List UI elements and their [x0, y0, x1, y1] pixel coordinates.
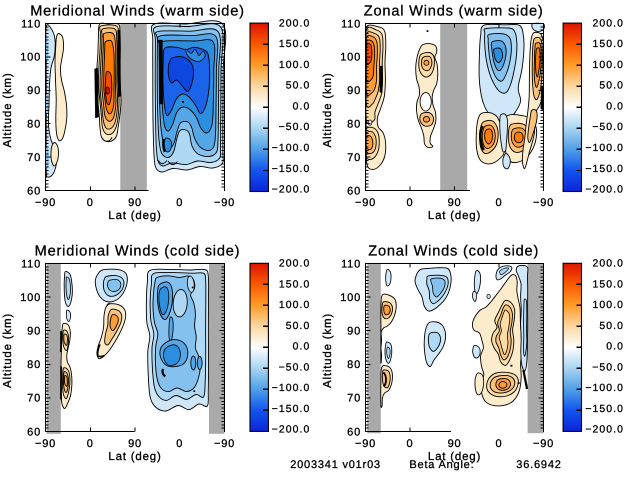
svg-text:200.0: 200.0	[592, 259, 624, 270]
svg-text:Lat (deg): Lat (deg)	[428, 451, 481, 463]
svg-text:−200.0: −200.0	[585, 425, 624, 436]
svg-text:100.0: 100.0	[592, 60, 624, 71]
svg-text:−200.0: −200.0	[272, 425, 311, 436]
svg-text:0.0: 0.0	[293, 101, 311, 112]
svg-text:−50.0: −50.0	[279, 362, 311, 373]
svg-text:70: 70	[347, 393, 361, 405]
svg-text:50.0: 50.0	[599, 321, 624, 332]
svg-text:−90: −90	[355, 197, 376, 209]
svg-text:−100.0: −100.0	[585, 143, 624, 154]
svg-text:100: 100	[20, 52, 41, 64]
svg-text:150.0: 150.0	[279, 279, 311, 290]
svg-text:150.0: 150.0	[592, 279, 624, 290]
svg-text:Zonal Winds (cold side): Zonal Winds (cold side)	[368, 243, 539, 259]
svg-text:50.0: 50.0	[286, 321, 311, 332]
svg-text:60: 60	[347, 185, 361, 197]
svg-text:−150.0: −150.0	[272, 164, 311, 175]
svg-text:0: 0	[176, 438, 183, 450]
svg-text:110: 110	[341, 258, 361, 270]
svg-text:−100.0: −100.0	[272, 383, 311, 394]
svg-text:Zonal Winds (warm side): Zonal Winds (warm side)	[364, 3, 544, 19]
svg-text:Lat (deg): Lat (deg)	[428, 210, 481, 222]
svg-text:Altitude (km): Altitude (km)	[322, 73, 334, 148]
svg-text:100.0: 100.0	[279, 60, 311, 71]
svg-text:−200.0: −200.0	[272, 185, 311, 196]
svg-text:100.0: 100.0	[279, 300, 311, 311]
svg-text:60: 60	[27, 185, 41, 197]
svg-text:−150.0: −150.0	[585, 164, 624, 175]
svg-text:90: 90	[27, 85, 41, 97]
svg-text:−50.0: −50.0	[279, 122, 311, 133]
svg-text:2003341 v01r03: 2003341 v01r03	[290, 459, 381, 471]
svg-text:−90: −90	[214, 438, 235, 450]
svg-text:0: 0	[496, 438, 503, 450]
svg-text:−50.0: −50.0	[592, 122, 624, 133]
svg-text:−200.0: −200.0	[585, 185, 624, 196]
svg-text:80: 80	[347, 119, 361, 131]
svg-text:70: 70	[27, 393, 41, 405]
svg-text:0: 0	[407, 438, 414, 450]
svg-text:100.0: 100.0	[592, 300, 624, 311]
svg-text:0: 0	[176, 197, 183, 209]
svg-text:−90: −90	[214, 197, 235, 209]
svg-text:200.0: 200.0	[279, 259, 311, 270]
svg-text:0.0: 0.0	[293, 342, 311, 353]
svg-text:90: 90	[347, 85, 361, 97]
svg-text:0: 0	[87, 197, 94, 209]
svg-text:100: 100	[340, 292, 361, 304]
svg-text:Beta Angle:: Beta Angle:	[409, 459, 474, 471]
svg-text:90: 90	[347, 326, 361, 338]
svg-text:90: 90	[128, 438, 142, 450]
svg-text:0: 0	[407, 197, 414, 209]
svg-text:0: 0	[496, 197, 503, 209]
svg-text:−90: −90	[533, 197, 554, 209]
svg-text:110: 110	[21, 18, 41, 30]
svg-text:70: 70	[27, 152, 41, 164]
svg-text:60: 60	[347, 426, 361, 438]
svg-text:−100.0: −100.0	[585, 383, 624, 394]
svg-text:90: 90	[128, 197, 142, 209]
svg-text:70: 70	[347, 152, 361, 164]
svg-text:110: 110	[21, 258, 41, 270]
svg-text:90: 90	[27, 326, 41, 338]
svg-text:90: 90	[448, 438, 462, 450]
svg-text:Altitude (km): Altitude (km)	[2, 313, 14, 388]
svg-text:0.0: 0.0	[606, 101, 624, 112]
svg-text:Altitude (km): Altitude (km)	[2, 73, 14, 148]
svg-text:60: 60	[27, 426, 41, 438]
svg-text:Altitude (km): Altitude (km)	[322, 313, 334, 388]
svg-text:200.0: 200.0	[592, 18, 624, 29]
svg-text:80: 80	[27, 359, 41, 371]
svg-text:100: 100	[20, 292, 41, 304]
svg-text:90: 90	[448, 197, 462, 209]
svg-text:80: 80	[27, 119, 41, 131]
svg-text:0.0: 0.0	[606, 342, 624, 353]
svg-text:200.0: 200.0	[279, 18, 311, 29]
svg-text:36.6942: 36.6942	[516, 459, 561, 471]
svg-text:50.0: 50.0	[286, 81, 311, 92]
svg-text:50.0: 50.0	[599, 81, 624, 92]
svg-text:−100.0: −100.0	[272, 143, 311, 154]
svg-text:150.0: 150.0	[279, 39, 311, 50]
svg-text:Meridional Winds (warm side): Meridional Winds (warm side)	[30, 3, 245, 19]
svg-text:80: 80	[347, 359, 361, 371]
svg-text:−90: −90	[35, 438, 56, 450]
svg-text:0: 0	[87, 438, 94, 450]
svg-text:−90: −90	[35, 197, 56, 209]
svg-text:−90: −90	[533, 438, 554, 450]
svg-text:110: 110	[341, 18, 361, 30]
svg-text:−150.0: −150.0	[272, 404, 311, 415]
svg-text:Lat (deg): Lat (deg)	[108, 451, 161, 463]
svg-text:Lat (deg): Lat (deg)	[108, 210, 161, 222]
svg-text:100: 100	[340, 52, 361, 64]
svg-text:−50.0: −50.0	[592, 362, 624, 373]
svg-text:150.0: 150.0	[592, 39, 624, 50]
svg-text:Meridional Winds (cold side): Meridional Winds (cold side)	[35, 243, 241, 259]
svg-text:−90: −90	[355, 438, 376, 450]
svg-text:−150.0: −150.0	[585, 404, 624, 415]
